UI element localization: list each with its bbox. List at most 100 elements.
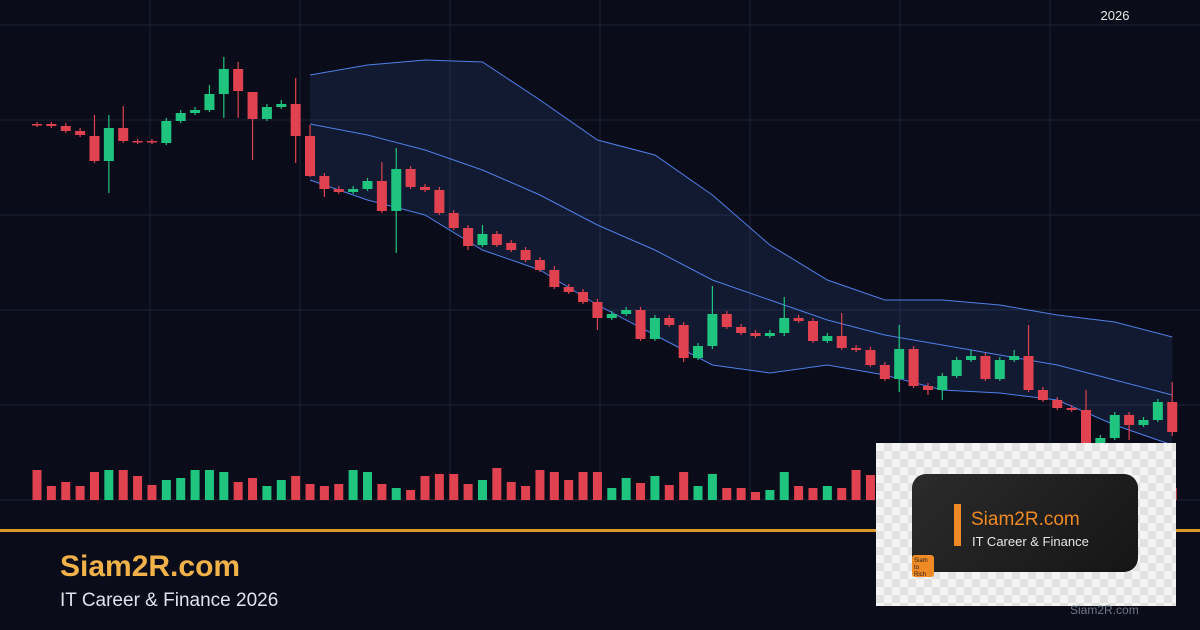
candle-body <box>966 356 977 360</box>
logo-card: Siam2R.com IT Career & Finance Siam to R… <box>912 474 1138 578</box>
candle-body <box>506 243 517 250</box>
candle-body <box>333 189 344 192</box>
candle-body <box>736 327 747 333</box>
candle-body <box>146 141 157 143</box>
candle-body <box>678 325 689 358</box>
candle-body <box>1095 438 1106 443</box>
candle-body <box>132 141 143 143</box>
candle-body <box>247 92 258 119</box>
candle-body <box>793 318 804 321</box>
volume-bar <box>147 485 157 500</box>
candle-body <box>89 136 100 161</box>
candle-body <box>908 349 919 386</box>
candle-body <box>1124 415 1135 425</box>
volume-bar <box>722 488 732 500</box>
candle-body <box>879 365 890 379</box>
candle-body <box>1138 420 1149 425</box>
volume-bar <box>492 468 502 500</box>
candle-body <box>865 350 876 365</box>
volume-bar <box>276 480 286 500</box>
candle-body <box>951 360 962 376</box>
candle-body <box>391 169 402 211</box>
band-line <box>309 179 1173 446</box>
volume-bar <box>736 488 746 500</box>
candle-body <box>434 190 445 213</box>
candle-body <box>894 349 905 379</box>
volume-bar <box>291 476 301 500</box>
volume-bar <box>578 472 588 500</box>
volume-bar <box>75 486 85 500</box>
volume-bar <box>693 486 703 500</box>
volume-bar <box>822 486 832 500</box>
candle-body <box>980 356 991 379</box>
candle-body <box>836 336 847 348</box>
logo-site: Siam2R.com <box>971 509 1080 530</box>
volume-bar <box>650 476 660 500</box>
candle-body <box>1009 356 1020 360</box>
volume-bar <box>765 490 775 500</box>
candle-body <box>635 310 646 339</box>
candle-body <box>1152 402 1163 420</box>
volume-bar <box>794 486 804 500</box>
volume-bar <box>406 490 416 500</box>
candle-body <box>477 234 488 245</box>
candle-body <box>994 360 1005 379</box>
volume-bar <box>621 478 631 500</box>
candle-body <box>807 321 818 341</box>
candle-body <box>693 346 704 358</box>
candle-body <box>348 189 359 192</box>
volume-bar <box>219 472 229 500</box>
candle-body <box>32 124 42 126</box>
candle-body <box>721 314 732 327</box>
candle-body <box>937 376 948 390</box>
volume-bar <box>865 475 875 500</box>
candle-body <box>60 126 71 131</box>
volume-bar <box>664 485 674 500</box>
volume-bar <box>89 472 99 500</box>
volume-bar <box>463 484 473 500</box>
volume-bar <box>751 492 760 500</box>
volume-bar <box>319 486 329 500</box>
brand-tagline: IT Career & Finance 2026 <box>60 590 279 611</box>
volume-bar <box>204 470 214 500</box>
candle-body <box>175 113 186 121</box>
volume-bar <box>779 472 789 500</box>
divider <box>0 529 1200 532</box>
volume-bar <box>592 472 602 500</box>
band-fill <box>310 60 1173 445</box>
candle-body <box>1081 410 1092 443</box>
volume-bar <box>305 484 315 500</box>
candle-body <box>405 169 416 187</box>
candle-body <box>851 348 862 350</box>
candle-body <box>419 187 430 190</box>
volume-bar <box>636 483 646 500</box>
volume-bar <box>521 486 531 500</box>
candle-body <box>218 69 229 94</box>
candle-body <box>1052 400 1063 408</box>
volume-bar <box>161 480 171 500</box>
volume-bar <box>233 482 243 500</box>
volume-bar <box>348 470 358 500</box>
volume-bar <box>477 480 487 500</box>
logo-panel: Siam2R.com IT Career & Finance Siam to R… <box>876 443 1176 606</box>
candle-body <box>592 302 603 318</box>
candle-body <box>276 104 287 107</box>
badge-line: to Rich <box>914 565 927 578</box>
candle-body <box>707 314 718 346</box>
candle-body <box>822 336 833 341</box>
volume-bar <box>564 480 574 500</box>
watermark: Siam2R.com <box>1070 603 1139 617</box>
candle-body <box>118 128 129 141</box>
candle-body <box>161 121 172 143</box>
candle-body <box>448 213 459 228</box>
volume-bar <box>449 474 459 500</box>
candle-body <box>190 110 201 113</box>
candle-body <box>520 250 531 260</box>
candle-body <box>204 94 215 110</box>
candle-body <box>649 318 660 339</box>
volume-bar <box>549 472 559 500</box>
candle-body <box>578 292 589 302</box>
candle-body <box>362 181 373 189</box>
volume-bar <box>363 472 373 500</box>
volume-bar <box>104 470 114 500</box>
